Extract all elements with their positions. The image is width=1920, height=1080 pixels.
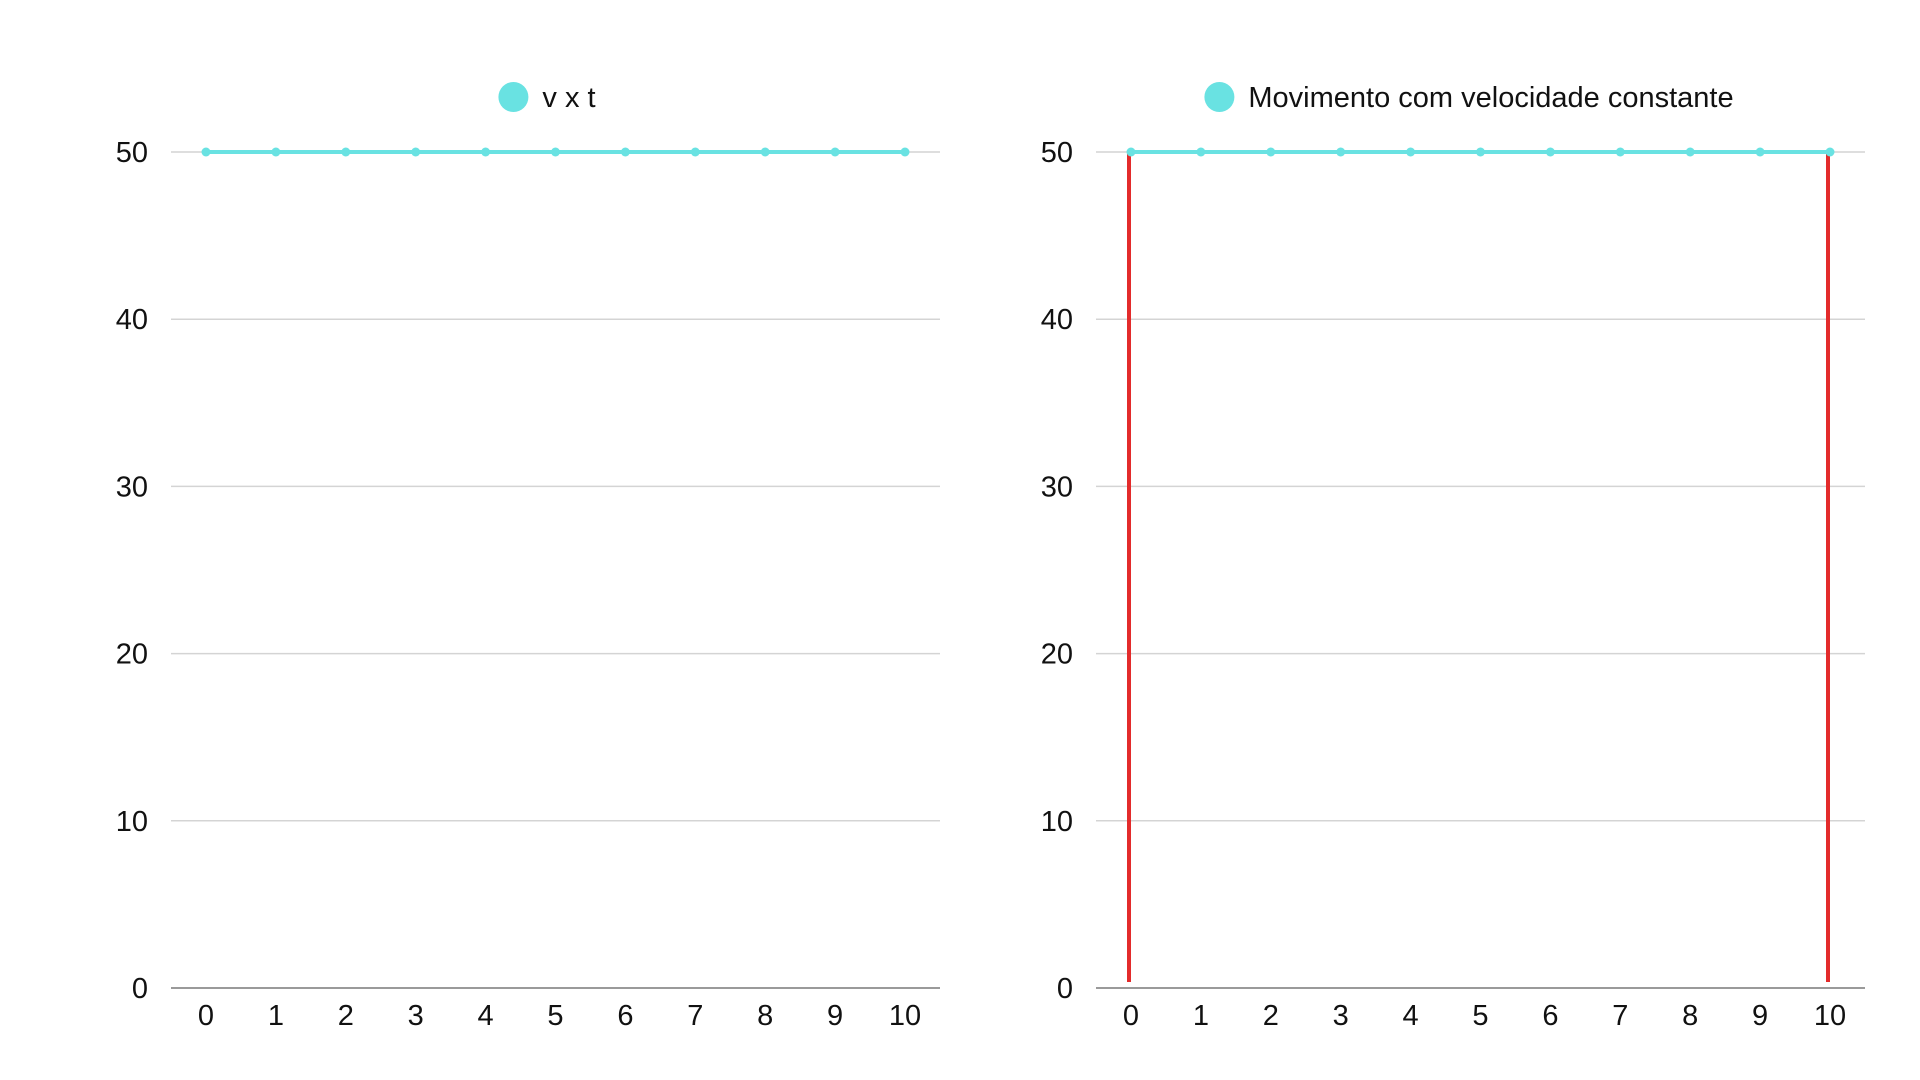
movimento-y-tick-label-30: 30 <box>1041 471 1073 503</box>
movimento-data-point-0 <box>1126 147 1136 157</box>
movimento-data-point-10 <box>1825 147 1835 157</box>
v-x-t-data-point-9 <box>830 147 840 157</box>
v-x-t-legend: v x t <box>498 82 596 114</box>
v-x-t-data-point-10 <box>900 147 910 157</box>
movimento-x-tick-label-9: 9 <box>1752 1000 1768 1032</box>
v-x-t-x-tick-label-8: 8 <box>757 1000 773 1032</box>
v-x-t-data-point-3 <box>411 147 421 157</box>
v-x-t-data-point-4 <box>481 147 491 157</box>
movimento-y-tick-label-20: 20 <box>1041 639 1073 671</box>
movimento-legend: Movimento com velocidade constante <box>1204 82 1734 114</box>
movimento-x-tick-label-3: 3 <box>1333 1000 1349 1032</box>
v-x-t-x-tick-label-3: 3 <box>408 1000 424 1032</box>
movimento-data-point-4 <box>1406 147 1416 157</box>
v-x-t-x-tick-label-6: 6 <box>617 1000 633 1032</box>
movimento-data-point-2 <box>1266 147 1276 157</box>
movimento-y-tick-label-50: 50 <box>1041 137 1073 169</box>
movimento-data-point-9 <box>1755 147 1765 157</box>
movimento-y-tick-label-10: 10 <box>1041 806 1073 838</box>
v-x-t-data-point-8 <box>760 147 770 157</box>
movimento-y-tick-label-0: 0 <box>1057 973 1073 1005</box>
v-x-t-y-tick-label-20: 20 <box>116 639 148 671</box>
movimento-x-tick-label-7: 7 <box>1612 1000 1628 1032</box>
v-x-t-x-tick-label-5: 5 <box>547 1000 563 1032</box>
v-x-t-x-tick-label-1: 1 <box>268 1000 284 1032</box>
movimento-legend-marker <box>1204 82 1235 112</box>
v-x-t-data-point-2 <box>341 147 351 157</box>
v-x-t-data-point-5 <box>551 147 560 157</box>
v-x-t-data-point-7 <box>690 147 700 157</box>
v-x-t-x-tick-label-2: 2 <box>338 1000 354 1032</box>
movimento-data-point-8 <box>1685 147 1695 157</box>
v-x-t-x-tick-label-4: 4 <box>478 1000 494 1032</box>
movimento-data-point-5 <box>1476 147 1485 157</box>
v-x-t-y-tick-label-30: 30 <box>116 471 148 503</box>
v-x-t-data-point-6 <box>620 147 630 157</box>
v-x-t-y-tick-label-0: 0 <box>132 973 148 1005</box>
movimento-data-point-6 <box>1545 147 1555 157</box>
v-x-t-x-tick-label-10: 10 <box>889 1000 921 1032</box>
movimento-legend-label: Movimento com velocidade constante <box>1248 82 1733 114</box>
movimento-x-tick-label-1: 1 <box>1193 1000 1209 1032</box>
v-x-t-data-point-1 <box>271 147 281 157</box>
v-x-t-y-tick-label-40: 40 <box>116 304 148 336</box>
v-x-t-legend-marker <box>498 82 529 112</box>
movimento-x-tick-label-10: 10 <box>1814 1000 1846 1032</box>
movimento-data-point-7 <box>1615 147 1625 157</box>
v-x-t-data-point-0 <box>201 147 211 157</box>
movimento-x-tick-label-6: 6 <box>1542 1000 1558 1032</box>
v-x-t-legend-label: v x t <box>542 82 595 114</box>
v-x-t-x-tick-label-7: 7 <box>687 1000 703 1032</box>
movimento-x-tick-label-2: 2 <box>1263 1000 1279 1032</box>
v-x-t-x-tick-label-0: 0 <box>198 1000 214 1032</box>
v-x-t-y-tick-label-10: 10 <box>116 806 148 838</box>
movimento-y-tick-label-40: 40 <box>1041 304 1073 336</box>
v-x-t-x-tick-label-9: 9 <box>827 1000 843 1032</box>
v-x-t-y-tick-label-50: 50 <box>116 137 148 169</box>
movimento-x-tick-label-8: 8 <box>1682 1000 1698 1032</box>
movimento-data-point-3 <box>1336 147 1346 157</box>
movimento-x-tick-label-0: 0 <box>1123 1000 1139 1032</box>
movimento-data-point-1 <box>1196 147 1206 157</box>
movimento-x-tick-label-5: 5 <box>1472 1000 1488 1032</box>
movimento-x-tick-label-4: 4 <box>1403 1000 1419 1032</box>
